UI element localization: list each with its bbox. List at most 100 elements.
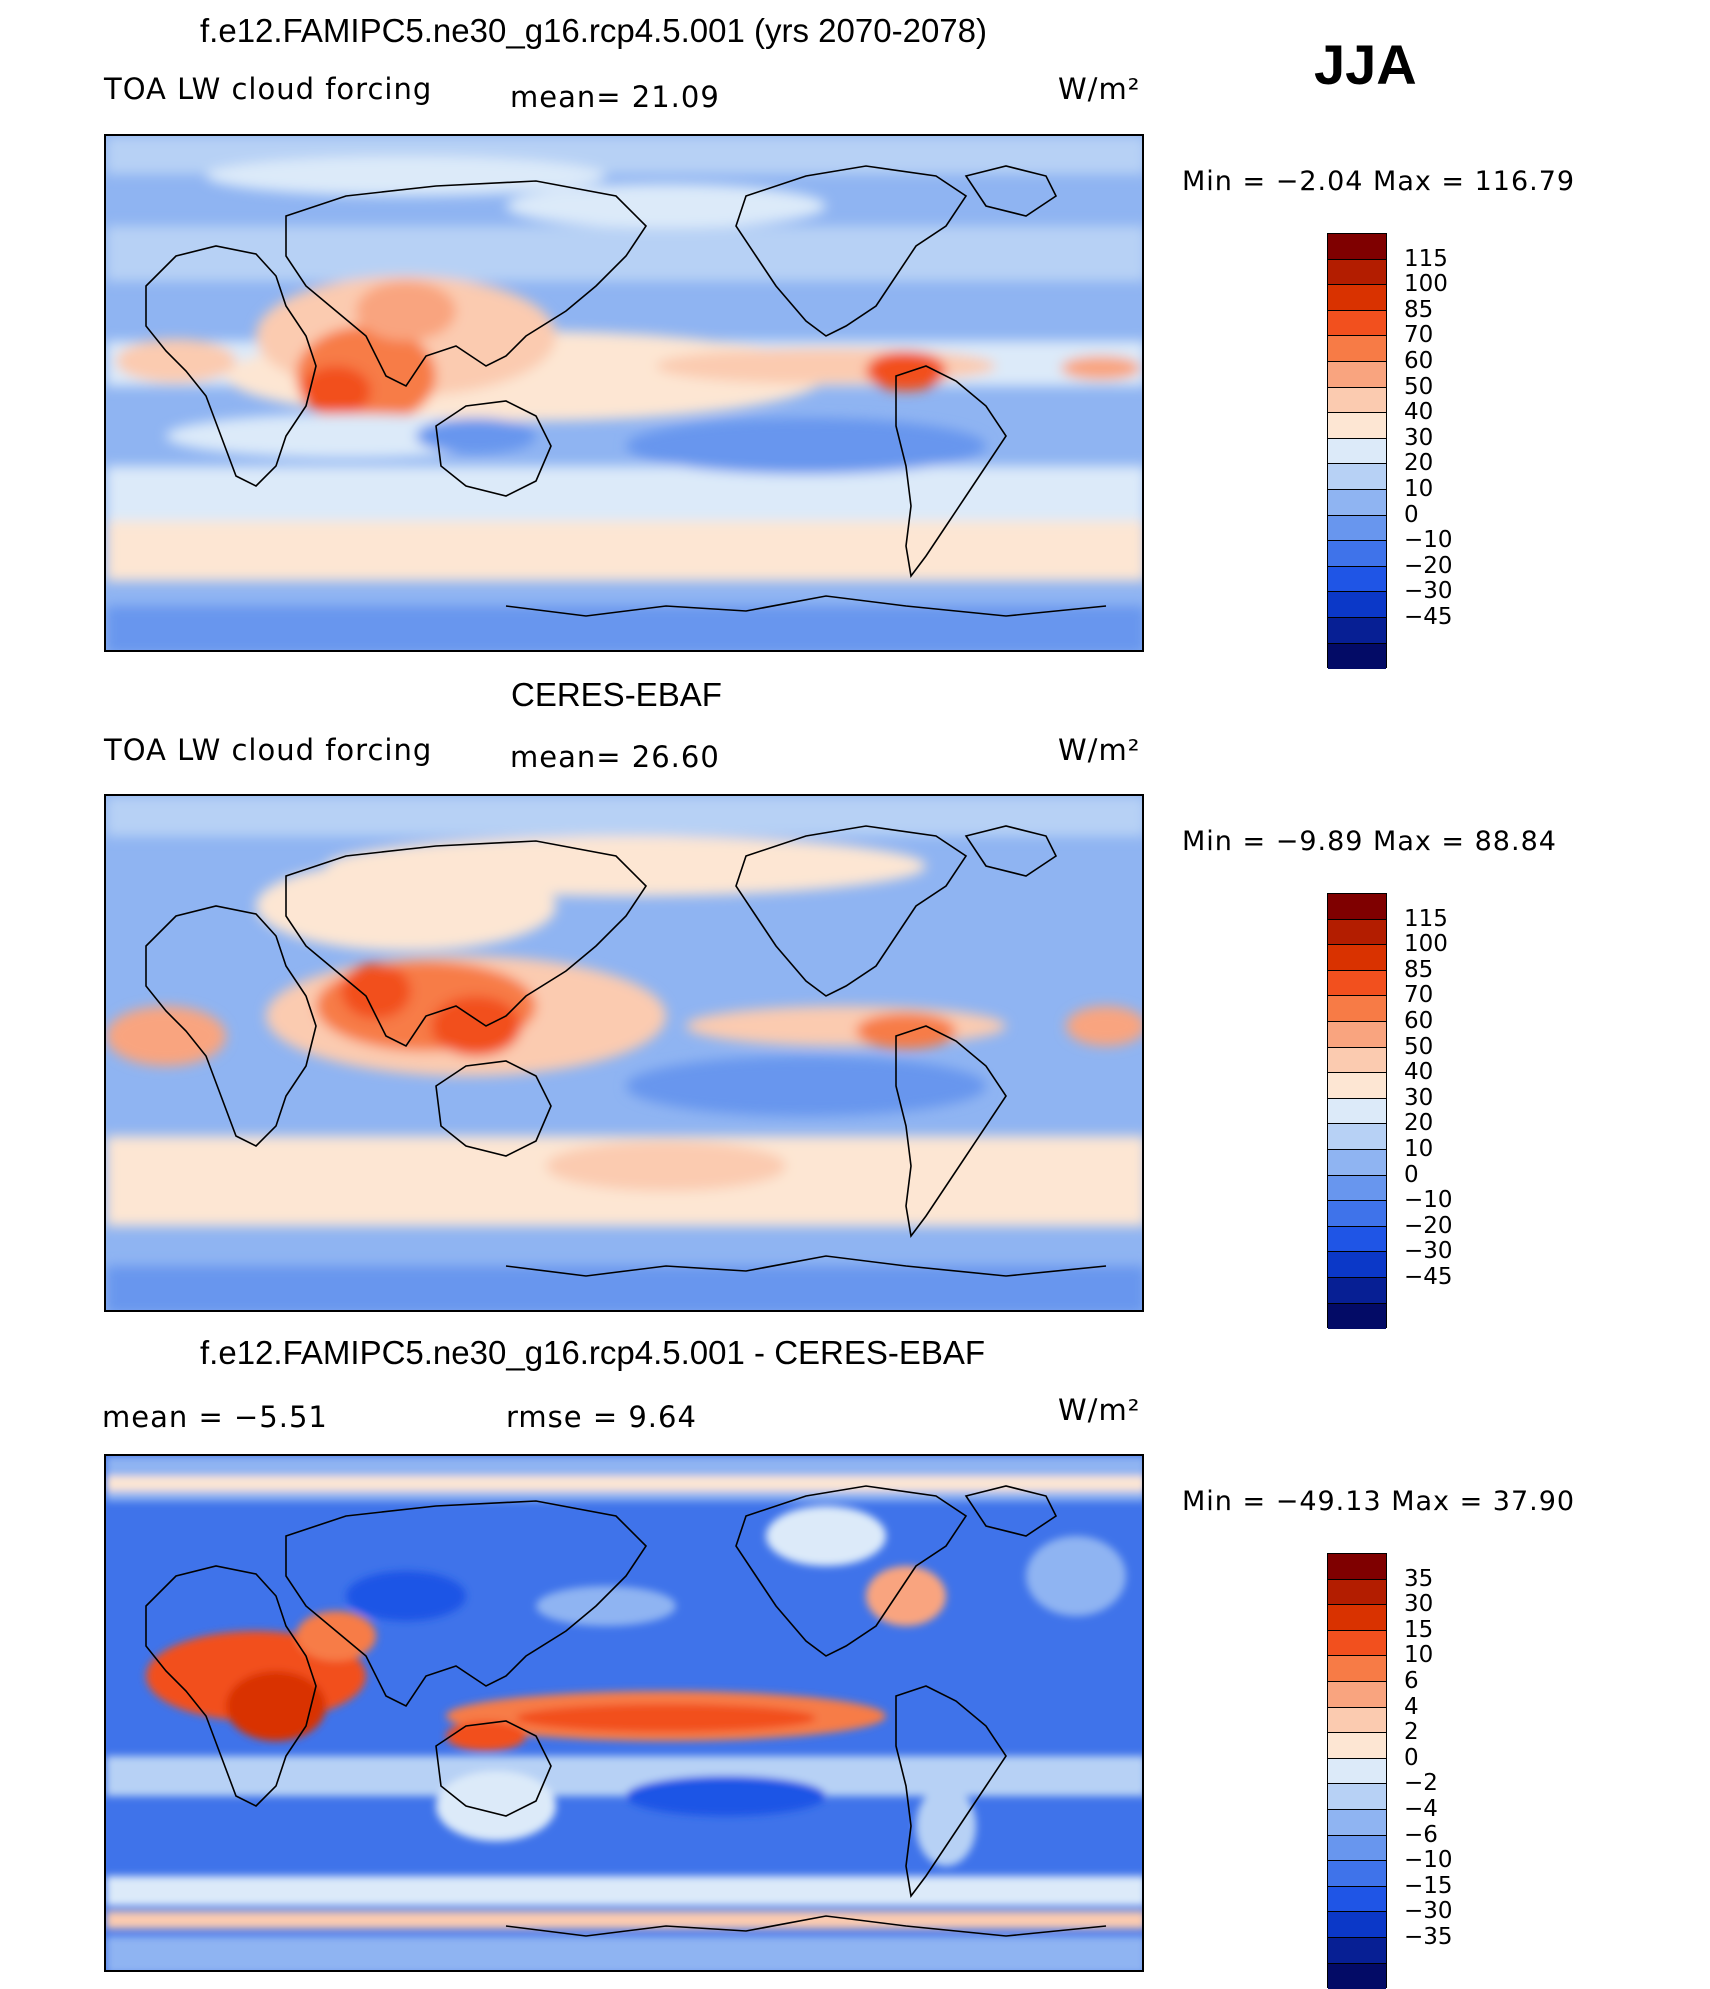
panel3-rmse: rmse = 9.64 [506,1400,697,1434]
colorbar-tick-label: 10 [1404,478,1433,501]
colorbar-swatch [1328,1176,1386,1202]
colorbar-tick-label: 30 [1404,1593,1433,1616]
colorbar-swatch [1328,644,1386,670]
colorbar-swatch [1328,1022,1386,1048]
colorbar-swatch [1328,439,1386,465]
colorbar-tick-label: −15 [1404,1875,1453,1898]
colorbar-swatch [1328,541,1386,567]
panel2-colorbar [1327,893,1387,1328]
colorbar-swatch [1328,490,1386,516]
colorbar-swatch [1328,1733,1386,1759]
colorbar-swatch [1328,1912,1386,1938]
panel2-mean: mean= 26.60 [510,740,720,774]
colorbar-swatch [1328,1836,1386,1862]
colorbar-swatch [1328,1554,1386,1580]
colorbar-tick-label: 6 [1404,1670,1419,1693]
colorbar-tick-label: 4 [1404,1696,1419,1719]
colorbar-tick-label: 10 [1404,1644,1433,1667]
colorbar-tick-label: 35 [1404,1568,1433,1591]
colorbar-swatch [1328,1631,1386,1657]
colorbar-swatch [1328,1682,1386,1708]
panel1-minmax: Min = −2.04 Max = 116.79 [1182,166,1575,197]
colorbar-tick-label: 50 [1404,1036,1433,1059]
colorbar-tick-label: 0 [1404,1164,1419,1187]
colorbar-tick-label: −45 [1404,1266,1453,1289]
panel3-title: f.e12.FAMIPC5.ne30_g16.rcp4.5.001 - CERE… [200,1334,985,1372]
colorbar-swatch [1328,1656,1386,1682]
colorbar-tick-label: 20 [1404,452,1433,475]
colorbar-tick-label: −20 [1404,555,1453,578]
panel2-units: W/m² [1058,733,1140,767]
colorbar-swatch [1328,618,1386,644]
panel3-mean: mean = −5.51 [102,1400,328,1434]
colorbar-swatch [1328,996,1386,1022]
colorbar-swatch [1328,285,1386,311]
colorbar-swatch [1328,920,1386,946]
colorbar-tick-label: −30 [1404,1240,1453,1263]
colorbar-swatch [1328,1252,1386,1278]
colorbar-tick-label: −4 [1404,1798,1438,1821]
colorbar-swatch [1328,336,1386,362]
panel2-minmax: Min = −9.89 Max = 88.84 [1182,826,1557,857]
colorbar-swatch [1328,1099,1386,1125]
colorbar-tick-label: −10 [1404,529,1453,552]
colorbar-tick-label: −30 [1404,580,1453,603]
colorbar-tick-label: 60 [1404,350,1433,373]
panel1-variable: TOA LW cloud forcing [104,72,432,106]
colorbar-tick-label: −6 [1404,1824,1438,1847]
colorbar-tick-label: −45 [1404,606,1453,629]
colorbar-swatch [1328,260,1386,286]
colorbar-tick-label: 70 [1404,324,1433,347]
colorbar-tick-label: 30 [1404,427,1433,450]
colorbar-swatch [1328,1201,1386,1227]
colorbar-swatch [1328,1784,1386,1810]
colorbar-swatch [1328,1759,1386,1785]
colorbar-tick-label: 2 [1404,1721,1419,1744]
colorbar-swatch [1328,1861,1386,1887]
colorbar-tick-label: 20 [1404,1112,1433,1135]
colorbar-swatch [1328,516,1386,542]
panel1-colorbar [1327,233,1387,668]
colorbar-tick-label: 85 [1404,959,1433,982]
colorbar-tick-label: −10 [1404,1189,1453,1212]
colorbar-tick-label: 40 [1404,401,1433,424]
colorbar-tick-label: 15 [1404,1619,1433,1642]
colorbar-tick-label: 85 [1404,299,1433,322]
colorbar-swatch [1328,1048,1386,1074]
panel1-units: W/m² [1058,72,1140,106]
panel3-minmax: Min = −49.13 Max = 37.90 [1182,1486,1575,1517]
colorbar-tick-label: −30 [1404,1900,1453,1923]
colorbar-tick-label: −2 [1404,1772,1438,1795]
colorbar-swatch [1328,311,1386,337]
colorbar-tick-label: 0 [1404,1747,1419,1770]
colorbar-swatch [1328,945,1386,971]
panel2-variable: TOA LW cloud forcing [104,733,432,767]
colorbar-swatch [1328,234,1386,260]
colorbar-tick-label: 70 [1404,984,1433,1007]
colorbar-swatch [1328,413,1386,439]
colorbar-swatch [1328,388,1386,414]
colorbar-swatch [1328,1708,1386,1734]
panel1-mean: mean= 21.09 [510,80,720,114]
colorbar-swatch [1328,1810,1386,1836]
colorbar-tick-label: 50 [1404,376,1433,399]
panel1-title: f.e12.FAMIPC5.ne30_g16.rcp4.5.001 (yrs 2… [200,12,987,50]
colorbar-swatch [1328,1278,1386,1304]
panel3-units: W/m² [1058,1393,1140,1427]
colorbar-swatch [1328,567,1386,593]
colorbar-tick-label: −35 [1404,1926,1453,1949]
colorbar-tick-label: 30 [1404,1087,1433,1110]
colorbar-swatch [1328,1964,1386,1989]
colorbar-swatch [1328,894,1386,920]
colorbar-tick-label: −10 [1404,1849,1453,1872]
colorbar-tick-label: 100 [1404,933,1448,956]
season-label: JJA [1314,32,1417,97]
colorbar-swatch [1328,971,1386,997]
panel3-map [104,1454,1144,1972]
panel3-colorbar [1327,1553,1387,1988]
colorbar-swatch [1328,464,1386,490]
colorbar-swatch [1328,1580,1386,1606]
colorbar-swatch [1328,1605,1386,1631]
colorbar-tick-label: −20 [1404,1215,1453,1238]
panel2-map [104,794,1144,1312]
